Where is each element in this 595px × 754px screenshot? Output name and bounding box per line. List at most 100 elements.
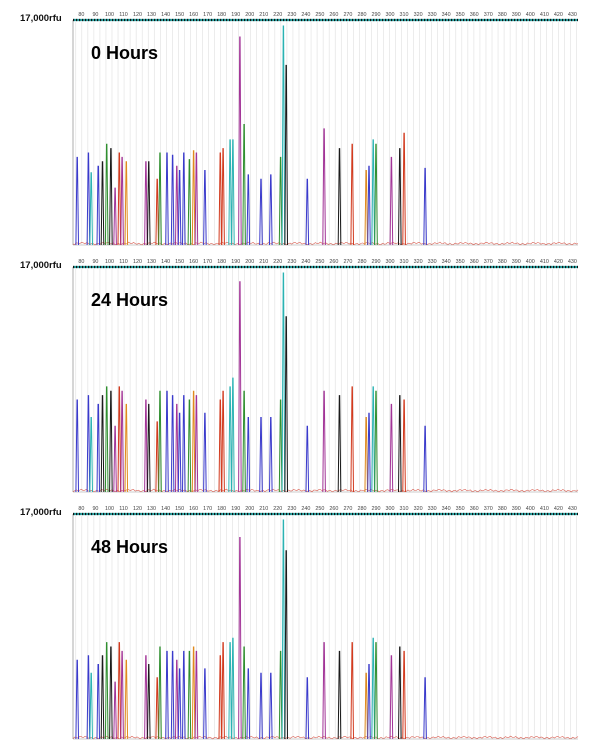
peak-blue: [246, 417, 251, 493]
peak-blue: [182, 395, 186, 493]
peak-blue: [182, 650, 186, 740]
x-tick-label: 180: [217, 12, 226, 18]
peak-black: [337, 650, 342, 740]
x-tick-label: 140: [161, 259, 170, 265]
plot-24-hours: 80 90 100 110 120 130 140 150 160 170 180 190 200 210…: [72, 259, 579, 493]
x-tick-label: 130: [147, 506, 156, 512]
x-tick-label: 200: [245, 12, 254, 18]
peak-blue: [165, 650, 169, 740]
peak-green: [278, 156, 283, 246]
peak-black: [100, 395, 105, 493]
peak-green: [374, 143, 378, 246]
panel-48-hours: 17,000rfu 80 90 100 110 120 130 140 150 160 170 18…: [0, 494, 595, 740]
peak-blue: [86, 152, 91, 246]
peak-magenta: [322, 642, 326, 740]
peak-orange: [364, 170, 368, 246]
x-tick-label: 260: [329, 259, 338, 265]
x-tick-label: 170: [203, 506, 212, 512]
peak-black: [337, 148, 342, 246]
x-tick-label: 380: [498, 259, 507, 265]
peak-red: [221, 390, 225, 493]
peak-cyan: [371, 386, 375, 493]
x-tick-label: 230: [287, 12, 296, 18]
peak-red: [402, 399, 406, 493]
peak-green: [104, 642, 109, 740]
peak-orange: [191, 150, 196, 246]
peak-black: [100, 161, 105, 246]
peak-magenta: [238, 537, 242, 740]
x-tick-label: 350: [456, 506, 465, 512]
x-tick-label: 370: [484, 12, 493, 18]
x-tick-label: 250: [315, 12, 324, 18]
peak-magenta: [322, 390, 326, 493]
plot-48-hours: 80 90 100 110 120 130 140 150 160 170 180 190 200 210…: [72, 506, 579, 740]
peak-cyan: [231, 377, 235, 493]
peak-blue: [367, 412, 371, 493]
peak-blue: [75, 156, 79, 246]
x-tick-label: 400: [526, 259, 535, 265]
peak-blue: [170, 650, 175, 740]
x-tick-label: 420: [554, 506, 563, 512]
peak-blue: [203, 668, 207, 740]
x-tick-label: 80: [78, 12, 84, 18]
x-tick-label: 90: [92, 12, 98, 18]
x-tick-label: 120: [133, 506, 142, 512]
peak-magenta: [175, 165, 179, 246]
x-tick-label: 260: [329, 506, 338, 512]
peak-red: [221, 642, 225, 740]
peak-orange: [364, 417, 368, 493]
peak-blue: [259, 672, 263, 740]
panel-title: 48 Hours: [91, 537, 168, 557]
x-tick-label: 430: [568, 506, 577, 512]
peak-blue: [367, 664, 371, 740]
peak-green: [278, 399, 283, 493]
x-tick-label: 360: [470, 12, 479, 18]
peak-black: [109, 646, 113, 740]
peak-magenta: [120, 390, 124, 493]
peak-blue: [75, 399, 79, 493]
peak-cyan: [371, 637, 375, 740]
peak-blue: [86, 395, 91, 493]
peak-magenta: [194, 395, 199, 493]
x-tick-label: 110: [119, 259, 128, 265]
peak-blue: [170, 154, 175, 246]
peak-blue: [269, 174, 273, 246]
peak-blue: [259, 178, 263, 246]
x-tick-label: 100: [105, 12, 114, 18]
peak-black: [398, 395, 402, 493]
peak-green: [104, 143, 109, 246]
peak-cyan: [281, 272, 286, 493]
x-tick-label: 130: [147, 12, 156, 18]
peak-black: [109, 390, 113, 493]
peak-blue: [203, 170, 207, 246]
peak-blue: [259, 417, 263, 493]
y-max-label: 17,000rfu: [20, 260, 62, 271]
x-tick-label: 360: [470, 506, 479, 512]
x-tick-label: 230: [287, 506, 296, 512]
peak-orange: [124, 161, 129, 246]
x-tick-label: 270: [343, 506, 352, 512]
x-tick-label: 320: [414, 506, 423, 512]
peak-green: [242, 124, 246, 246]
peak-red: [155, 677, 159, 740]
peak-orange: [191, 646, 196, 740]
x-tick-label: 260: [329, 12, 338, 18]
x-tick-label: 240: [301, 506, 310, 512]
peak-red: [117, 386, 122, 493]
peak-red: [218, 655, 223, 740]
peak-blue: [75, 659, 79, 740]
x-tick-label: 300: [386, 506, 395, 512]
peak-green: [187, 159, 192, 246]
x-tick-label: 290: [372, 12, 381, 18]
x-tick-label: 160: [189, 12, 198, 18]
x-tick-label: 100: [105, 259, 114, 265]
x-tick-label: 400: [526, 12, 535, 18]
peak-magenta: [113, 425, 117, 493]
x-tick-label: 220: [273, 12, 282, 18]
x-tick-label: 310: [400, 259, 409, 265]
peak-green: [242, 646, 246, 740]
peak-blue: [177, 412, 182, 493]
x-tick-label: 220: [273, 506, 282, 512]
x-tick-label: 120: [133, 12, 142, 18]
peak-orange: [124, 403, 129, 493]
